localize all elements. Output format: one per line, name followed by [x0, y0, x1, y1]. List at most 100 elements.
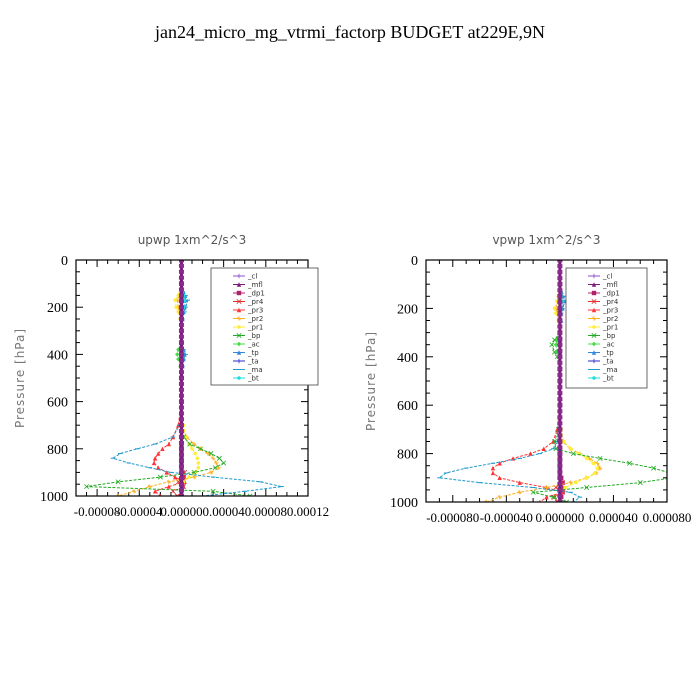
data-point [562, 439, 566, 444]
data-point [497, 494, 502, 500]
data-point [187, 475, 191, 479]
legend-item-bt: _bt [233, 375, 259, 383]
data-point [557, 421, 563, 426]
data-point [178, 260, 184, 262]
plot-frame [425, 259, 668, 503]
data-point [484, 499, 489, 502]
legend-item-tp: _tp [233, 349, 259, 357]
data-point [557, 445, 563, 450]
legend-item-ta: _ta [588, 358, 614, 366]
data-point [178, 358, 184, 363]
data-point [550, 494, 556, 500]
data-point [557, 348, 563, 353]
data-point [208, 470, 214, 475]
data-point [191, 474, 197, 480]
data-point [210, 488, 216, 494]
data-point [557, 366, 563, 371]
data-point [530, 489, 536, 495]
data-point [557, 475, 563, 480]
data-point [178, 305, 184, 310]
data-point [557, 451, 563, 456]
data-point [210, 456, 216, 461]
legend-label: _pr1 [602, 324, 618, 332]
data-point [574, 480, 578, 485]
data-point [584, 484, 590, 490]
data-point [178, 494, 184, 496]
y-tick-label: 1000 [40, 490, 68, 505]
legend-marker [236, 341, 242, 347]
data-point [557, 276, 563, 281]
data-point [178, 435, 184, 439]
data-point [178, 464, 184, 469]
data-point [178, 322, 184, 327]
legend-item-mfl: _mfl [233, 281, 263, 289]
data-point [190, 447, 194, 451]
legend-label: _mfl [602, 281, 618, 289]
data-point [178, 387, 184, 392]
x-tick-label: 0.000040 [589, 510, 638, 525]
legend-marker [591, 316, 597, 321]
data-point [517, 490, 522, 495]
legend-item-tp: _tp [588, 349, 614, 357]
data-point [557, 354, 563, 359]
series-line [492, 260, 565, 502]
legend-label: _ta [602, 358, 614, 366]
data-point [557, 270, 563, 275]
legend-label: _cl [602, 273, 612, 281]
data-point [178, 311, 184, 316]
legend-marker [591, 282, 597, 287]
zero-overlap-series [557, 260, 563, 502]
data-point [651, 465, 657, 471]
legend-item-pr1: _pr1 [588, 324, 618, 332]
legend-marker [591, 350, 597, 355]
series-pr2 [115, 260, 221, 496]
y-tick-label: 800 [47, 443, 68, 458]
data-point [557, 487, 563, 492]
data-point [490, 470, 496, 476]
legend-label: _ma [247, 366, 263, 374]
legend-marker [237, 376, 241, 380]
data-point [637, 480, 643, 486]
legend-item-pr4: _pr4 [588, 298, 619, 306]
legend-item-dp1: _dp1 [588, 290, 620, 298]
data-point [196, 465, 201, 470]
chart-panel-1: upwp 1xm^2/s^3 Pressure [hPa] 0 200 400 600 80… [13, 233, 329, 519]
data-point [178, 381, 184, 386]
legend-item-mfl: _mfl [588, 281, 618, 289]
legend-label: _pr3 [602, 307, 618, 315]
legend-label: _pr2 [247, 315, 263, 323]
data-point [221, 460, 227, 466]
legend-label: _bt [247, 375, 259, 383]
data-point [591, 461, 596, 466]
y-axis-label: Pressure [hPa] [364, 331, 378, 431]
data-point [115, 479, 121, 485]
series-line [181, 260, 187, 496]
data-point [557, 415, 563, 420]
data-point [557, 300, 563, 305]
legend-label: _ac [247, 341, 260, 349]
data-point [557, 264, 563, 269]
legend-marker [591, 273, 597, 279]
data-point [178, 470, 184, 475]
legend-label: _tp [247, 349, 259, 357]
data-point [178, 352, 184, 357]
x-tick-label: -0.000080 [426, 510, 479, 525]
data-point [557, 360, 563, 365]
chart-panel-2: vpwp 1xm^2/s^3 Pressure [hPa] 0 200 400 600 80… [364, 233, 691, 525]
legend-marker [592, 376, 596, 380]
data-point [178, 440, 184, 445]
legend-marker [236, 299, 242, 304]
data-point [178, 340, 184, 345]
data-point [156, 465, 161, 470]
data-point [178, 317, 184, 321]
legend-marker [236, 350, 242, 355]
data-point [212, 465, 218, 471]
legend-item-pr3: _pr3 [233, 307, 263, 315]
legend-marker [592, 325, 596, 329]
data-point [178, 482, 184, 487]
legend: _cl_mfl_dp1_pr4_pr3_pr2_pr1_bp_ac_tp_ta_… [565, 267, 648, 389]
data-point [178, 417, 184, 422]
data-point [178, 281, 184, 286]
data-point [178, 399, 184, 404]
